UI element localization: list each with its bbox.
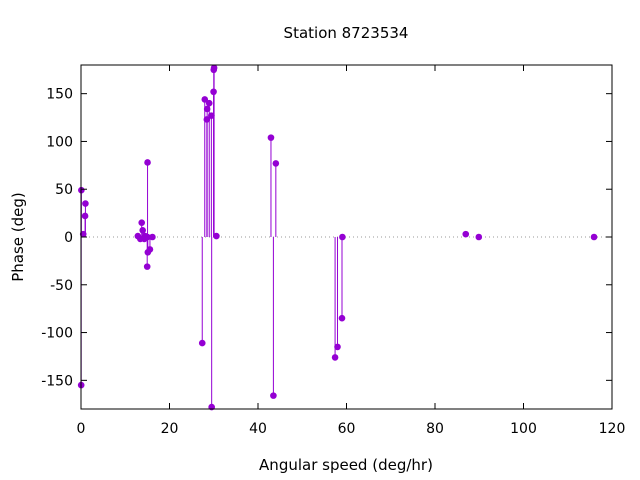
data-point xyxy=(462,230,470,238)
data-point xyxy=(138,219,146,226)
data-point xyxy=(210,66,218,74)
y-tick-label: -150 xyxy=(41,373,73,389)
y-tick-label: 150 xyxy=(46,87,73,103)
data-point xyxy=(334,343,341,351)
data-point xyxy=(331,354,339,361)
y-tick-label: 50 xyxy=(55,182,73,198)
data-point xyxy=(201,96,209,103)
data-point xyxy=(143,263,151,270)
data-point xyxy=(339,233,346,241)
y-axis-title: Phase (deg) xyxy=(9,192,27,282)
data-point xyxy=(81,212,89,220)
data-point xyxy=(203,105,211,113)
x-axis-title: Angular speed (deg/hr) xyxy=(259,456,433,474)
x-tick-label: 80 xyxy=(426,421,444,437)
y-tick-label: -100 xyxy=(41,326,73,342)
data-point xyxy=(208,112,215,119)
x-tick-label: 0 xyxy=(77,421,86,437)
data-point xyxy=(205,99,213,107)
plot-frame xyxy=(80,64,613,410)
data-point xyxy=(213,232,220,240)
chart-title: Station 8723534 xyxy=(284,24,409,42)
tick-label-layer: 0 20 40 60 80 100 120 -150 -100 -50 0 50 100 150 xyxy=(41,87,625,437)
data-point xyxy=(203,116,211,123)
data-point xyxy=(79,230,87,238)
x-tick-label: 60 xyxy=(338,421,356,437)
x-tick-label: 120 xyxy=(599,421,626,437)
data-point xyxy=(149,233,156,241)
y-tick-label: -50 xyxy=(50,278,73,294)
y-tick-label: 0 xyxy=(64,230,73,246)
data-point xyxy=(139,227,146,234)
data-point xyxy=(144,159,151,166)
impulse-layer xyxy=(80,67,467,408)
data-point xyxy=(198,339,206,347)
data-point xyxy=(272,160,280,167)
data-point xyxy=(338,314,346,322)
data-point xyxy=(267,134,275,141)
data-point xyxy=(475,233,483,241)
data-point xyxy=(82,200,89,207)
y-tick-label: 100 xyxy=(46,134,73,150)
data-point xyxy=(590,233,598,241)
x-tick-label: 20 xyxy=(161,421,179,437)
data-point xyxy=(144,233,151,241)
point-layer xyxy=(77,64,598,411)
x-tick-label: 100 xyxy=(510,421,537,437)
data-point xyxy=(270,392,277,399)
data-point xyxy=(146,246,154,253)
tick-layer xyxy=(80,65,613,409)
x-tick-label: 40 xyxy=(249,421,267,437)
data-point xyxy=(210,88,217,96)
